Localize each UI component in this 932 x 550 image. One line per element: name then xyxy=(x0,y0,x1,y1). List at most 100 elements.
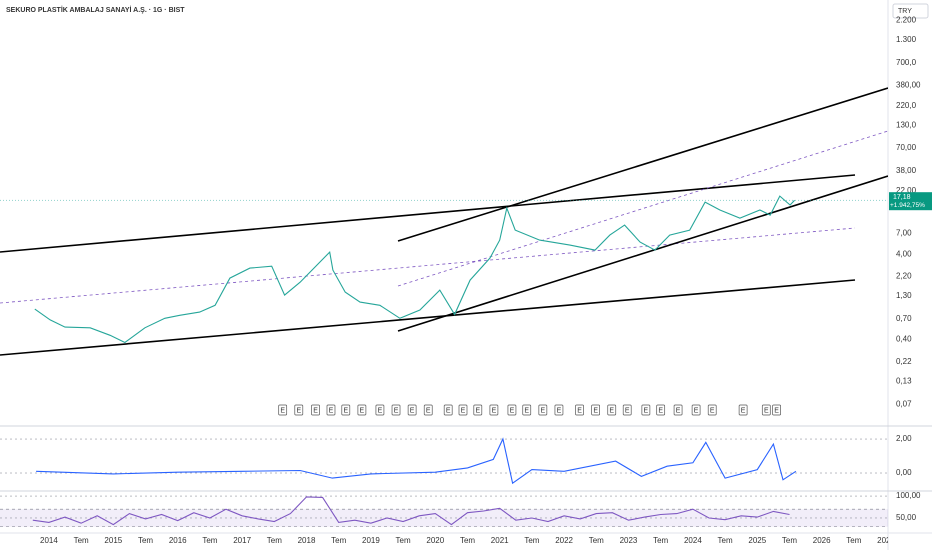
y-tick-label: 7,00 xyxy=(896,229,912,238)
y-tick-label: 0,00 xyxy=(896,468,912,477)
x-tick-label: Tem xyxy=(460,536,475,545)
x-tick-label: 2019 xyxy=(362,536,380,545)
earnings-marker xyxy=(489,404,499,416)
earnings-label: E xyxy=(360,407,365,414)
x-tick-label: Tem xyxy=(396,536,411,545)
earnings-label: E xyxy=(625,407,630,414)
y-tick-label: 0,40 xyxy=(896,335,912,344)
earnings-label: E xyxy=(394,407,399,414)
earnings-marker xyxy=(522,404,532,416)
last-price-label: 17,18 xyxy=(893,194,911,201)
y-tick-label: 380,00 xyxy=(896,80,921,89)
earnings-label: E xyxy=(426,407,431,414)
y-tick-label: 38,00 xyxy=(896,166,917,175)
earnings-label: E xyxy=(764,407,769,414)
earnings-marker xyxy=(575,404,584,416)
earnings-label: E xyxy=(280,407,285,414)
earnings-marker xyxy=(707,404,717,416)
earnings-label: E xyxy=(658,407,663,414)
y-tick-label: 1,30 xyxy=(896,291,912,300)
last-price-box xyxy=(889,192,932,211)
y-tick-label: 100,00 xyxy=(896,491,921,500)
y-tick-label: 1.300 xyxy=(896,35,917,44)
price-line xyxy=(36,437,797,485)
earnings-marker xyxy=(772,404,781,416)
earnings-marker xyxy=(673,404,683,416)
drawings xyxy=(0,87,888,356)
y-tick-label: 130,0 xyxy=(896,120,917,129)
y-tick-label: 0,22 xyxy=(896,357,912,366)
y-tick-label: 0,13 xyxy=(896,376,912,385)
x-tick-label: Tem xyxy=(331,536,346,545)
y-tick-label: 2,20 xyxy=(896,272,912,281)
rsi-band xyxy=(0,509,888,527)
earnings-label: E xyxy=(329,407,334,414)
x-tick-label: 2020 xyxy=(426,536,444,545)
trend-line xyxy=(0,174,856,253)
trend-line xyxy=(397,87,888,242)
earnings-marker xyxy=(656,404,666,416)
x-tick-label: 2021 xyxy=(491,536,509,545)
x-tick-label: 2025 xyxy=(748,536,766,545)
x-tick-label: Tem xyxy=(782,536,797,545)
x-tick-label: Tem xyxy=(653,536,668,545)
earnings-label: E xyxy=(676,407,681,414)
x-tick-label: Tem xyxy=(524,536,539,545)
earnings-label: E xyxy=(492,407,497,414)
earnings-marker xyxy=(423,404,433,416)
x-tick-label: 2027 xyxy=(877,536,895,545)
pane xyxy=(34,195,796,344)
y-tick-label: 2,00 xyxy=(896,434,912,443)
x-tick-label: 2017 xyxy=(233,536,251,545)
y-tick-label: 700,0 xyxy=(896,58,917,67)
earnings-label: E xyxy=(410,407,415,414)
earnings-marker xyxy=(691,404,701,416)
time-axis: 2014 Tem 2015 Tem 2016 Tem 2017 Tem 2018 Tem 2019 T… xyxy=(40,536,895,545)
earnings-marker xyxy=(641,404,651,416)
earnings-marker xyxy=(538,404,548,416)
x-tick-label: Tem xyxy=(202,536,217,545)
earnings-marker xyxy=(738,404,748,416)
earnings-marker xyxy=(473,404,483,416)
earnings-marker xyxy=(443,404,453,416)
earnings-marker xyxy=(375,404,385,416)
x-tick-label: 2022 xyxy=(555,536,573,545)
pane xyxy=(0,495,888,528)
earnings-label: E xyxy=(296,407,301,414)
earnings-label: E xyxy=(644,407,649,414)
y-tick-label: 2.200 xyxy=(896,15,917,24)
y-tick-label: 70,00 xyxy=(896,143,917,152)
x-tick-label: Tem xyxy=(589,536,604,545)
x-tick-label: 2024 xyxy=(684,536,702,545)
trend-line xyxy=(397,175,888,332)
earnings-label: E xyxy=(475,407,480,414)
trend-midline xyxy=(0,227,856,304)
earnings-label: E xyxy=(510,407,515,414)
y-tick-label: 0,70 xyxy=(896,314,912,323)
earnings-marker xyxy=(622,404,632,416)
x-tick-label: 2023 xyxy=(620,536,638,545)
y-tick-label: 22,00 xyxy=(896,186,917,195)
x-tick-label: 2018 xyxy=(298,536,316,545)
earnings-label: E xyxy=(741,407,746,414)
earnings-marker xyxy=(407,404,417,416)
x-tick-label: Tem xyxy=(138,536,153,545)
earnings-marker xyxy=(311,404,320,416)
x-tick-label: 2016 xyxy=(169,536,187,545)
earnings-marker xyxy=(357,404,367,416)
earnings-marker xyxy=(761,404,771,416)
x-tick-label: 2014 xyxy=(40,536,58,545)
earnings-label: E xyxy=(774,407,779,414)
currency[interactable]: TRY xyxy=(898,8,912,15)
x-tick-label: Tem xyxy=(846,536,861,545)
chart-title: SEKURO PLASTİK AMBALAJ SANAYİ A.Ş. · 1G … xyxy=(6,6,185,14)
trend-midline xyxy=(397,130,888,287)
earnings-label: E xyxy=(461,407,466,414)
earnings-marker xyxy=(591,404,600,416)
x-tick-label: 2026 xyxy=(813,536,831,545)
earnings-label: E xyxy=(710,407,715,414)
currency-box[interactable] xyxy=(892,3,929,19)
earnings-marker xyxy=(554,404,564,416)
earnings-label: E xyxy=(593,407,598,414)
